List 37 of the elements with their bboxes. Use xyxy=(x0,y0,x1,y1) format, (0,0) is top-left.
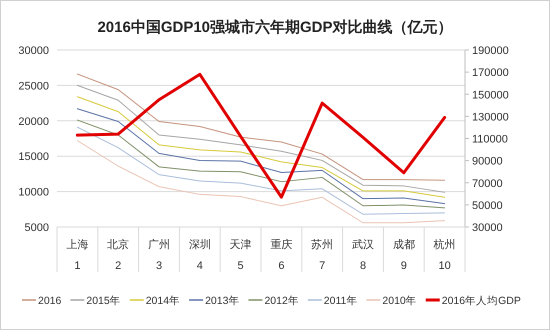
x-tick-label: 天津 5 xyxy=(230,238,252,272)
x-tick-label: 杭州 10 xyxy=(432,238,456,272)
y2-tick-label: 90000 xyxy=(472,156,503,168)
x-tick-label: 成都 9 xyxy=(392,238,415,272)
y2-tick-label: 170000 xyxy=(472,67,509,80)
y-tick-label: 10000 xyxy=(18,186,49,199)
legend-label: 2010年 xyxy=(382,295,417,307)
legend-label: 2016年人均GDP xyxy=(442,295,521,307)
y-tick-label: 5000 xyxy=(24,222,49,234)
legend-label: 2011年 xyxy=(324,295,358,307)
legend-label: 2013年 xyxy=(205,295,240,307)
line-series xyxy=(76,140,446,224)
legend-label: 2015年 xyxy=(86,295,121,307)
chart-title: 2016中国GDP10强城市六年期GDP对比曲线（亿元） xyxy=(97,18,453,36)
line-series xyxy=(76,108,446,204)
y-tick-label: 15000 xyxy=(18,151,49,164)
legend-label: 2014年 xyxy=(146,295,180,307)
x-tick-label: 广州 3 xyxy=(148,238,170,272)
y-tick-label: 25000 xyxy=(18,80,49,92)
y2-tick-label: 110000 xyxy=(472,134,508,146)
line-series xyxy=(76,74,446,181)
x-tick-label: 北京 2 xyxy=(107,238,130,272)
x-tick-label: 苏州 7 xyxy=(311,238,334,272)
x-tick-label: 上海 1 xyxy=(66,238,88,272)
x-tick-label: 重庆 6 xyxy=(270,238,292,272)
x-tick-label: 深圳 4 xyxy=(188,238,211,272)
y2-tick-label: 50000 xyxy=(472,200,503,212)
y2-tick-label: 190000 xyxy=(472,45,509,57)
y2-tick-label: 130000 xyxy=(472,111,509,124)
y2-tick-label: 70000 xyxy=(472,178,503,190)
y-tick-label: 20000 xyxy=(18,116,49,128)
y2-tick-label: 30000 xyxy=(472,222,503,234)
legend-label: 2016 xyxy=(38,295,62,307)
y-tick-label: 30000 xyxy=(18,45,49,57)
legend-label: 2012年 xyxy=(264,295,299,307)
x-tick-label: 武汉 8 xyxy=(352,238,374,272)
y2-tick-label: 150000 xyxy=(472,89,509,102)
